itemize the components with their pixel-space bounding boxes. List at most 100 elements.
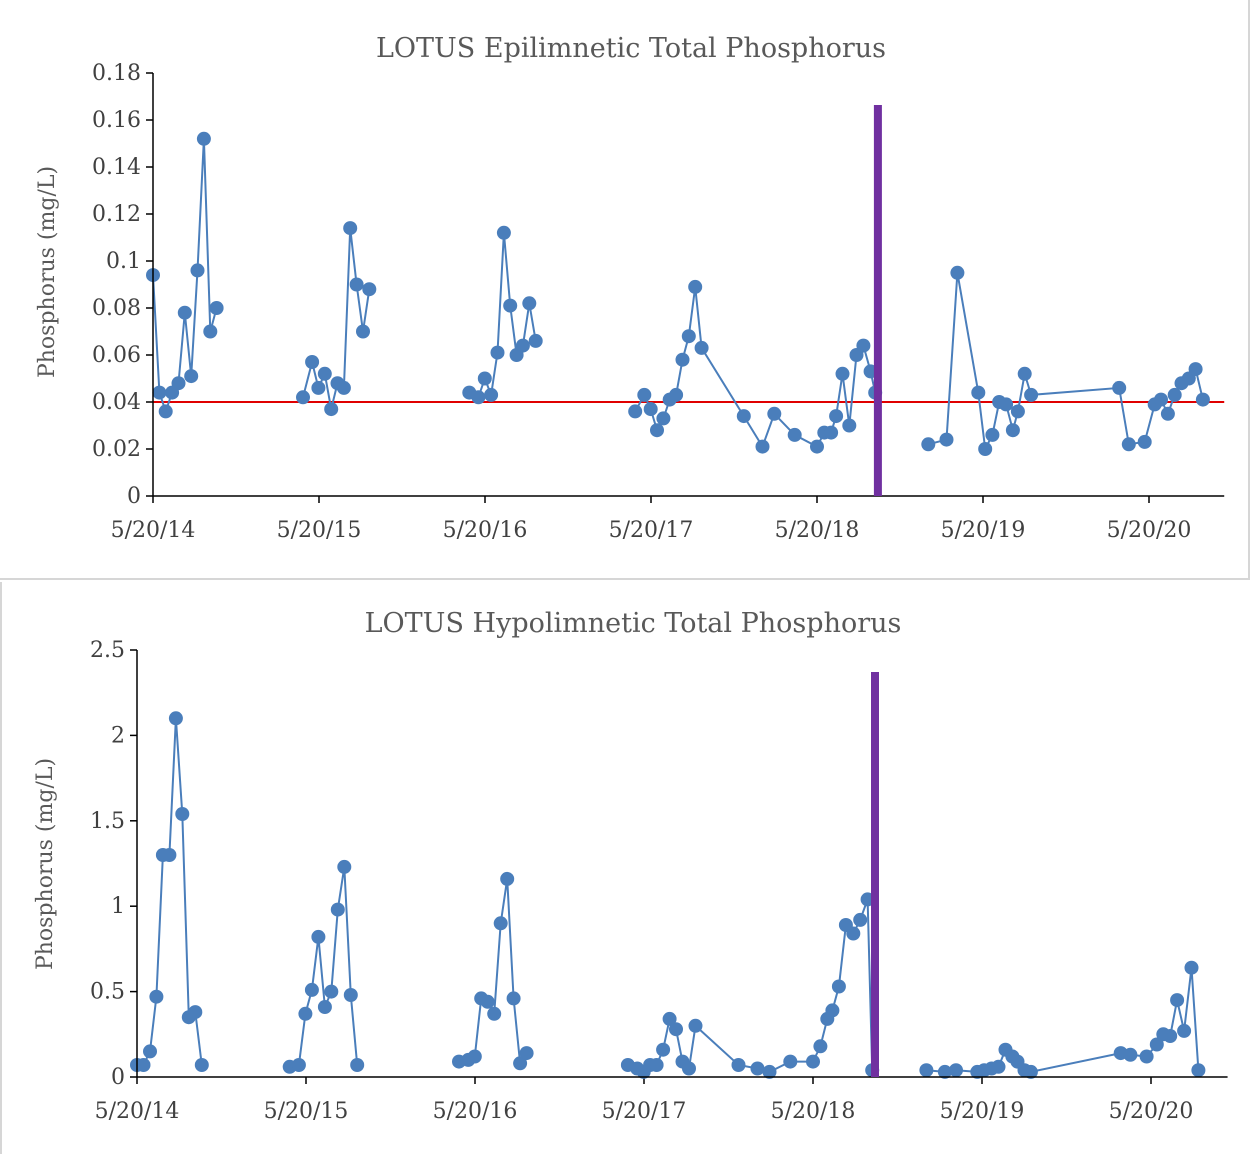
y-tick-label: 0.16 <box>92 108 141 133</box>
data-point <box>515 338 530 353</box>
data-point <box>162 848 177 862</box>
data-point <box>467 1049 482 1064</box>
data-point <box>203 324 218 339</box>
data-point <box>487 1006 502 1021</box>
data-point <box>985 427 1000 442</box>
series-line <box>458 878 528 1067</box>
data-point <box>856 338 871 353</box>
data-point <box>471 390 486 405</box>
data-point <box>669 1022 683 1037</box>
x-tick-label: 5/20/17 <box>609 518 694 543</box>
y-tick-label: 2.5 <box>90 638 125 663</box>
x-axis-ticks: 5/20/14 5/20/15 5/20/16 5/20/17 5/20/18 5/20/… <box>95 1077 1193 1124</box>
axes-group <box>152 73 1225 497</box>
data-point <box>188 1005 203 1020</box>
data-point <box>1005 423 1020 438</box>
data-point <box>296 390 310 405</box>
data-point <box>500 871 515 886</box>
data-point <box>343 988 358 1002</box>
data-point <box>755 439 770 454</box>
data-point <box>688 279 703 294</box>
data-point <box>1023 1064 1038 1079</box>
data-point <box>853 912 868 927</box>
data-point <box>136 1058 151 1072</box>
data-point <box>650 423 664 438</box>
data-point <box>831 979 846 994</box>
data-point <box>362 282 377 297</box>
data-point <box>1188 362 1203 377</box>
data-point <box>681 329 696 344</box>
data-point <box>513 1056 528 1071</box>
data-point <box>324 402 339 417</box>
data-point <box>978 442 993 456</box>
data-point <box>298 1006 313 1021</box>
data-point <box>317 366 332 381</box>
x-tick-label: 5/20/14 <box>95 1099 180 1124</box>
data-point <box>175 807 190 821</box>
data-point <box>1184 960 1199 975</box>
series-line <box>634 286 877 449</box>
data-point <box>1160 406 1175 421</box>
data-point <box>311 929 326 944</box>
data-point <box>999 397 1014 412</box>
data-point <box>750 1061 765 1076</box>
data-point <box>767 406 782 421</box>
y-tick-label: 1 <box>111 894 125 919</box>
data-point <box>490 345 505 360</box>
data-point <box>1123 1047 1138 1062</box>
data-point <box>656 1042 671 1057</box>
data-point <box>304 982 319 997</box>
x-tick-label: 5/20/15 <box>264 1099 349 1124</box>
data-point <box>810 439 824 454</box>
data-point <box>825 1003 840 1018</box>
series-group <box>130 711 1206 1079</box>
hypolimnetic-chart: LOTUS Hypolimnetic Total Phosphorus Phos… <box>33 608 1228 1124</box>
data-point <box>149 989 164 1004</box>
data-point <box>939 432 954 447</box>
y-axis-label: Phosphorus (mg/L) <box>35 166 60 378</box>
data-point <box>1170 993 1185 1008</box>
data-point <box>783 1054 798 1069</box>
y-tick-label: 0.12 <box>92 202 141 227</box>
data-point <box>806 1054 820 1069</box>
y-tick-label: 0.1 <box>106 249 141 274</box>
data-point <box>1149 1037 1164 1052</box>
data-point <box>950 265 965 280</box>
data-point <box>522 296 537 311</box>
data-point <box>846 926 861 941</box>
series-line <box>289 866 359 1068</box>
data-point <box>921 437 936 452</box>
data-point <box>477 371 492 386</box>
data-point <box>330 902 345 917</box>
data-point <box>484 387 499 402</box>
data-point <box>184 369 199 384</box>
y-tick-label: 0.06 <box>92 343 141 368</box>
chart-title: LOTUS Epilimnetic Total Phosphorus <box>376 33 886 64</box>
data-point <box>168 711 183 726</box>
data-point <box>1195 392 1210 407</box>
x-axis-ticks: 5/20/14 5/20/15 5/20/16 5/20/17 5/20/18 5/20/… <box>111 496 1191 543</box>
y-tick-label: 0.18 <box>92 61 141 86</box>
epilimnetic-chart: LOTUS Epilimnetic Total Phosphorus Phosp… <box>35 33 1225 543</box>
data-point <box>336 380 351 395</box>
data-point <box>317 1000 332 1014</box>
data-point <box>829 409 844 424</box>
x-tick-label: 5/20/16 <box>433 1099 518 1124</box>
y-tick-label: 2 <box>111 723 125 748</box>
data-point <box>503 298 518 313</box>
data-point <box>506 991 521 1006</box>
data-point <box>1137 434 1152 449</box>
series-line <box>928 272 1204 453</box>
y-tick-label: 0.02 <box>92 437 141 462</box>
data-point <box>1139 1049 1154 1064</box>
data-point <box>1017 366 1032 381</box>
data-point <box>152 385 167 400</box>
data-point <box>493 916 508 931</box>
data-point <box>949 1063 963 1078</box>
data-point <box>143 1044 157 1059</box>
data-point <box>356 324 370 339</box>
x-tick-label: 5/20/19 <box>941 518 1026 543</box>
x-tick-label: 5/20/15 <box>277 518 362 543</box>
data-point <box>824 425 839 440</box>
data-point <box>762 1064 777 1079</box>
